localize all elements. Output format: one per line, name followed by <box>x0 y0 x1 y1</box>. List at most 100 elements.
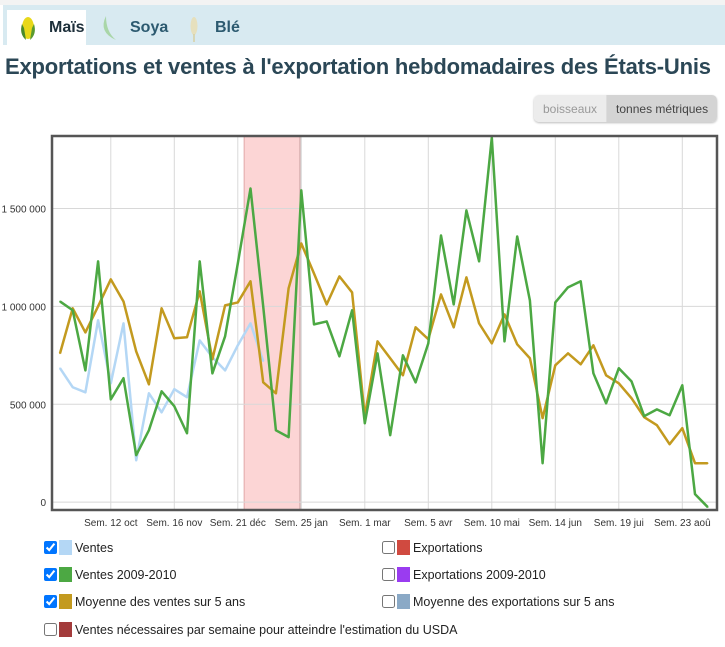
data-point <box>313 323 315 326</box>
data-point <box>478 260 480 263</box>
data-point <box>249 187 252 190</box>
data-point <box>160 411 163 414</box>
legend-label: Ventes <box>75 540 114 555</box>
data-point <box>389 434 392 437</box>
data-point <box>402 354 404 357</box>
page-title: Exportations et ventes à l'exportation h… <box>5 54 711 79</box>
data-point <box>643 415 645 418</box>
data-point <box>84 391 87 394</box>
data-point <box>262 381 265 384</box>
legend-item[interactable]: Ventes <box>44 540 113 555</box>
data-point <box>592 372 595 375</box>
legend-item[interactable]: Ventes 2009-2010 <box>44 567 176 582</box>
legend-checkbox[interactable] <box>382 568 395 581</box>
legend-checkbox[interactable] <box>44 541 57 554</box>
data-point <box>325 303 328 306</box>
data-point <box>465 276 468 279</box>
soybean-icon <box>98 14 120 42</box>
x-tick-label: Sem. 1 mar <box>339 518 391 529</box>
data-point <box>211 372 214 375</box>
legend-label: Exportations <box>413 540 483 555</box>
data-point <box>148 392 150 395</box>
legend-label: Exportations 2009-2010 <box>413 567 546 582</box>
tab-soya[interactable]: Soya <box>98 10 168 45</box>
data-point <box>173 388 176 390</box>
data-point <box>605 374 607 377</box>
legend-swatch <box>397 567 410 582</box>
series-line <box>58 242 708 465</box>
legend-item[interactable]: Ventes nécessaires par semaine pour atte… <box>44 622 457 637</box>
data-point <box>135 459 137 462</box>
x-tick-label: Sem. 21 déc <box>210 518 266 529</box>
legend-label: Moyenne des ventes sur 5 ans <box>75 594 246 609</box>
data-point <box>618 382 620 385</box>
data-point <box>275 392 277 395</box>
data-point <box>160 307 163 310</box>
legend-checkbox[interactable] <box>44 595 57 608</box>
data-point <box>262 360 265 362</box>
legend-label: Ventes nécessaires par semaine pour atte… <box>75 622 458 637</box>
data-point <box>668 443 671 446</box>
data-point <box>198 260 201 263</box>
data-point <box>186 396 188 399</box>
data-point <box>529 357 531 360</box>
tab-ble[interactable]: Blé <box>183 10 240 45</box>
data-point <box>516 343 518 346</box>
legend-checkbox[interactable] <box>382 541 395 554</box>
data-point <box>110 278 112 281</box>
x-tick-label: Sem. 10 mai <box>464 518 520 529</box>
data-point <box>541 462 544 465</box>
data-point <box>148 429 150 432</box>
data-point <box>440 234 442 237</box>
data-point <box>579 280 582 283</box>
data-point <box>465 209 468 212</box>
x-tick-label: Sem. 23 aoû <box>654 518 711 529</box>
unit-toggle: boisseaux tonnes métriques <box>534 95 718 122</box>
data-point <box>554 301 557 304</box>
data-point <box>516 235 518 238</box>
data-point <box>440 293 442 296</box>
x-tick-label: Sem. 25 jan <box>275 518 328 529</box>
x-tick-label: Sem. 5 avr <box>404 518 453 529</box>
data-point <box>110 398 112 401</box>
legend-item[interactable]: Moyenne des exportations sur 5 ans <box>382 594 615 609</box>
y-tick-label: 0 <box>40 498 46 509</box>
data-point <box>567 286 569 289</box>
data-point <box>351 291 353 294</box>
data-point <box>478 322 480 325</box>
data-point <box>84 331 87 334</box>
data-point <box>376 352 379 355</box>
data-point <box>186 336 188 339</box>
legend-item[interactable]: Moyenne des ventes sur 5 ans <box>44 594 245 609</box>
data-point <box>630 380 633 383</box>
data-point <box>503 313 506 316</box>
data-point <box>59 352 61 355</box>
data-point <box>338 275 341 278</box>
data-point <box>389 357 392 360</box>
legend-item[interactable]: Exportations <box>382 540 482 555</box>
data-point <box>198 339 201 342</box>
data-point <box>160 390 163 393</box>
data-point <box>173 337 176 340</box>
data-point <box>71 386 74 389</box>
legend-checkbox[interactable] <box>44 568 57 581</box>
x-tick-label: Sem. 14 jun <box>529 518 582 529</box>
legend-checkbox[interactable] <box>382 595 395 608</box>
data-point <box>706 462 709 465</box>
legend-swatch <box>397 594 410 609</box>
line-chart: 0 500 000 1 000 000 1 500 000 Sem. 12 oct Sem… <box>2 134 719 529</box>
unit-bushels-button[interactable]: boisseaux <box>534 95 608 122</box>
legend-item[interactable]: Exportations 2009-2010 <box>382 567 546 582</box>
data-point <box>262 305 265 308</box>
tab-mais[interactable]: Maïs <box>7 10 86 45</box>
legend-checkbox[interactable] <box>44 623 57 636</box>
legend-swatch <box>59 540 72 555</box>
data-point <box>325 320 328 323</box>
data-point <box>681 384 684 387</box>
unit-metric-tonnes-button[interactable]: tonnes métriques <box>607 95 718 122</box>
highlight-band <box>244 136 301 510</box>
data-point <box>84 369 87 372</box>
data-point <box>300 189 303 192</box>
data-point <box>579 363 582 366</box>
data-point <box>554 364 557 367</box>
